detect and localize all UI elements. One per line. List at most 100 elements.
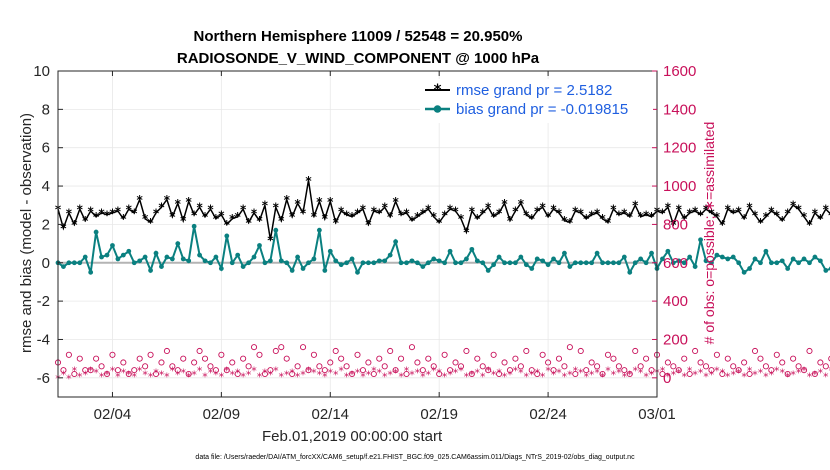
obs-assimilated-point: * bbox=[551, 368, 557, 381]
rmse-point: * bbox=[414, 210, 421, 224]
bias-point bbox=[518, 254, 524, 260]
bias-point bbox=[257, 243, 262, 248]
obs-possible-point bbox=[109, 351, 116, 358]
rmse-point: * bbox=[599, 212, 606, 226]
obs-assimilated-point: * bbox=[415, 367, 421, 380]
obs-possible-point bbox=[779, 359, 786, 366]
obs-assimilated-point: * bbox=[453, 367, 459, 380]
rmse-point: * bbox=[725, 203, 732, 217]
bias-point bbox=[153, 250, 159, 256]
obs-possible-point bbox=[370, 370, 377, 378]
rmse-point: * bbox=[196, 201, 203, 215]
obs-possible-point bbox=[637, 363, 644, 370]
obs-possible-point bbox=[218, 351, 225, 358]
obs-assimilated-point: * bbox=[360, 370, 366, 383]
bias-point bbox=[77, 260, 83, 266]
y-tick-label-6: 6 bbox=[42, 140, 50, 157]
rmse-point: * bbox=[354, 206, 361, 220]
bias-point bbox=[774, 260, 780, 266]
bias-point bbox=[393, 239, 399, 245]
bias-point bbox=[142, 254, 148, 260]
rmse-point: * bbox=[235, 210, 242, 224]
obs-assimilated-point: * bbox=[556, 367, 562, 380]
obs-assimilated-point: * bbox=[671, 368, 677, 381]
obs-possible-point bbox=[305, 367, 312, 374]
obs-assimilated-point: * bbox=[164, 370, 170, 383]
rmse-point: * bbox=[828, 208, 830, 222]
obs-possible-point bbox=[724, 355, 731, 362]
rmse-point: * bbox=[382, 201, 389, 215]
obs-assimilated-point: * bbox=[61, 368, 67, 381]
rmse-point: * bbox=[638, 210, 645, 224]
rmse-point: * bbox=[627, 210, 634, 224]
obs-possible-point bbox=[719, 370, 726, 378]
obs-assimilated-point: * bbox=[458, 365, 464, 378]
obs-assimilated-point: * bbox=[747, 365, 753, 378]
obs-assimilated-point: * bbox=[295, 370, 301, 383]
obs-possible-point bbox=[261, 370, 268, 378]
bias-point bbox=[240, 264, 246, 269]
bias-point bbox=[355, 269, 360, 275]
bias-point bbox=[93, 229, 99, 235]
rmse-point: * bbox=[490, 210, 497, 224]
rmse-point: * bbox=[621, 206, 628, 220]
rmse-point: * bbox=[158, 201, 165, 215]
obs-assimilated-point: * bbox=[660, 365, 666, 378]
rmse-point: * bbox=[480, 206, 487, 220]
obs-assimilated-point: * bbox=[818, 367, 824, 380]
obs-assimilated-point: * bbox=[289, 367, 295, 380]
rmse-point: * bbox=[436, 216, 443, 230]
bias-point bbox=[180, 256, 186, 262]
rmse-point: * bbox=[670, 218, 677, 232]
bias-point bbox=[491, 262, 497, 268]
plot-area bbox=[58, 71, 657, 397]
legend-rmse-marker: * bbox=[434, 81, 442, 99]
bias-point bbox=[218, 266, 224, 271]
bias-point bbox=[768, 260, 774, 266]
bias-point bbox=[562, 250, 567, 256]
obs-possible-point bbox=[212, 367, 219, 374]
obs-assimilated-point: * bbox=[709, 368, 715, 381]
bias-point bbox=[676, 258, 682, 264]
bias-point bbox=[665, 248, 671, 254]
y-tick-label-3: 0 bbox=[42, 255, 50, 272]
rmse-point: * bbox=[425, 203, 432, 217]
bias-point bbox=[371, 260, 377, 266]
bias-point bbox=[104, 252, 110, 258]
rmse-point: * bbox=[529, 212, 536, 226]
bias-point bbox=[681, 260, 687, 266]
plot-frame bbox=[57, 70, 658, 398]
rmse-point: * bbox=[578, 206, 585, 220]
obs-possible-point bbox=[142, 363, 149, 370]
bias-point bbox=[213, 254, 219, 260]
rmse-point: * bbox=[60, 222, 67, 236]
obs-possible-point bbox=[664, 359, 671, 366]
rmse-point: * bbox=[191, 208, 198, 222]
obs-assimilated-point: * bbox=[507, 368, 513, 381]
right-y-tick-label-3: 600 bbox=[663, 255, 688, 272]
bias-point bbox=[812, 254, 818, 260]
obs-possible-point bbox=[447, 367, 454, 374]
right-y-tick-label-0: 0 bbox=[663, 370, 671, 387]
bias-point bbox=[300, 266, 306, 271]
obs-possible-point bbox=[811, 370, 818, 378]
obs-assimilated-point: * bbox=[338, 365, 344, 378]
obs-possible-point bbox=[136, 355, 143, 362]
bias-point bbox=[344, 260, 350, 266]
y-tick-label-2: -2 bbox=[37, 293, 50, 310]
bias-point bbox=[120, 252, 126, 258]
rmse-point: * bbox=[284, 193, 291, 207]
obs-assimilated-point: * bbox=[632, 365, 638, 378]
rmse-point: * bbox=[687, 206, 694, 220]
rmse-point: * bbox=[142, 212, 149, 226]
bias-point bbox=[148, 268, 153, 273]
obs-assimilated-point: * bbox=[741, 370, 747, 383]
obs-assimilated-point: * bbox=[801, 365, 807, 378]
obs-assimilated-point: * bbox=[393, 367, 399, 380]
rmse-point: * bbox=[322, 212, 329, 226]
bias-point bbox=[398, 260, 404, 266]
bias-point bbox=[224, 233, 230, 239]
obs-possible-point bbox=[474, 355, 481, 362]
obs-assimilated-point: * bbox=[170, 365, 176, 378]
rmse-point: * bbox=[795, 203, 802, 217]
